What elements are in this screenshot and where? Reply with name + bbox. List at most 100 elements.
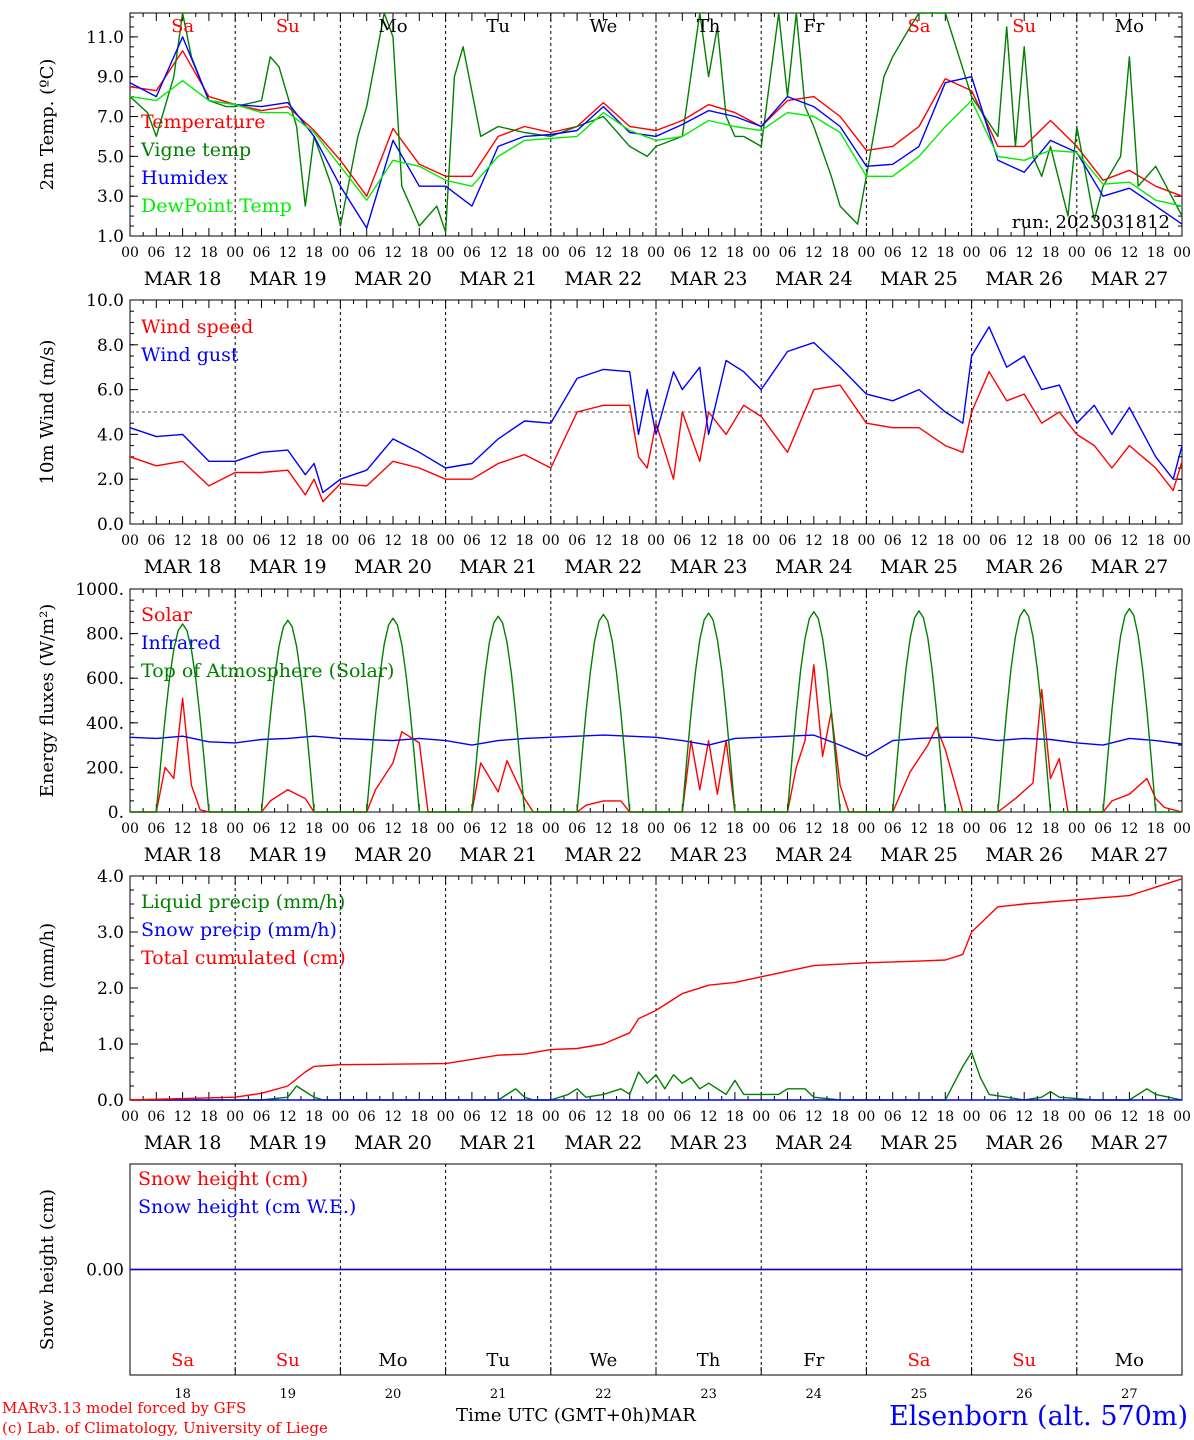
x-hour-label: 18 <box>516 245 534 261</box>
x-hour-label: 06 <box>568 533 586 549</box>
series-line-wind-speed <box>129 371 1183 503</box>
x-hour-label: 06 <box>1094 821 1112 837</box>
series-line-solar <box>130 664 1183 813</box>
weekday-label: Su <box>1012 16 1036 37</box>
x-hour-label: 06 <box>673 245 691 261</box>
x-hour-label: 00 <box>542 1109 560 1125</box>
x-day-label: MAR 19 <box>249 556 327 578</box>
x-hour-label: 18 <box>1147 1109 1165 1125</box>
x-hour-label: 12 <box>1015 533 1033 549</box>
x-hour-label: 06 <box>253 245 271 261</box>
legend-entry: Infrared <box>141 632 221 654</box>
x-hour-label: 12 <box>279 821 297 837</box>
series-line-total-cumulated-cm- <box>129 878 1183 1101</box>
x-hour-label: 06 <box>1094 1109 1112 1125</box>
x-hour-label: 12 <box>489 1109 507 1125</box>
x-hour-label: 06 <box>358 1109 376 1125</box>
x-hour-label: 00 <box>121 1109 139 1125</box>
x-hour-label: 18 <box>726 245 744 261</box>
legend-entry: Solar <box>141 604 193 626</box>
weekday-label: Sa <box>907 16 930 37</box>
x-hour-label: 00 <box>647 821 665 837</box>
panel-1: 1.0 3.0 5.0 7.0 9.0 11.0 2m Temp. (ºC) Temperat… <box>37 12 1191 290</box>
y-tick-label: 0.0 <box>97 1091 124 1111</box>
station-name: Elsenborn (alt. 570m) <box>889 1401 1188 1432</box>
y-tick-label: 9.0 <box>97 68 124 88</box>
x-day-label: MAR 23 <box>670 844 748 866</box>
x-hour-label: 18 <box>726 1109 744 1125</box>
x-hour-label: 00 <box>1068 245 1086 261</box>
legend-entry: Snow height (cm) <box>138 1168 308 1190</box>
x-hour-label: 06 <box>463 821 481 837</box>
weekday-label: Tu <box>486 16 510 37</box>
x-day-label: MAR 18 <box>144 268 222 290</box>
x-hour-label: 06 <box>358 533 376 549</box>
x-hour-label: 12 <box>174 1109 192 1125</box>
y-tick-label: 1000. <box>75 580 124 600</box>
x-day-label: MAR 21 <box>459 556 537 578</box>
x-day-label: MAR 25 <box>880 844 958 866</box>
y-tick-label: 3.0 <box>97 923 124 943</box>
x-hour-label: 06 <box>989 533 1007 549</box>
x-hour-label: 12 <box>910 533 928 549</box>
x-hour-label: 18 <box>936 1109 954 1125</box>
x-hour-label: 18 <box>1042 245 1060 261</box>
x-hour-label: 12 <box>594 245 612 261</box>
x-hour-label: 12 <box>805 245 823 261</box>
x-day-label: MAR 27 <box>1091 1132 1169 1154</box>
x-hour-label: 00 <box>437 245 455 261</box>
x-hour-label: 18 <box>410 533 428 549</box>
x-hour-label: 06 <box>147 533 165 549</box>
x-hour-label: 18 <box>621 533 639 549</box>
x-hour-label: 12 <box>1015 1109 1033 1125</box>
y-tick-label: 1.0 <box>97 1035 124 1055</box>
footer-credit-model: MARv3.13 model forced by GFS <box>2 1399 247 1417</box>
x-day-number: 23 <box>700 1387 717 1402</box>
x-day-label: MAR 22 <box>565 1132 643 1154</box>
plot-frame <box>129 588 1183 813</box>
x-hour-label: 00 <box>647 1109 665 1125</box>
x-hour-label: 18 <box>516 1109 534 1125</box>
x-hour-label: 12 <box>1120 245 1138 261</box>
x-hour-label: 00 <box>963 245 981 261</box>
series-line-vigne-temp <box>129 12 1183 233</box>
x-hour-label: 12 <box>1015 821 1033 837</box>
x-hour-label: 06 <box>147 821 165 837</box>
legend-entry: Vigne temp <box>140 139 251 161</box>
x-hour-label: 18 <box>200 821 218 837</box>
x-hour-label: 12 <box>805 533 823 549</box>
series-line-wind-gust <box>129 326 1183 494</box>
x-hour-label: 18 <box>831 1109 849 1125</box>
x-hour-label: 12 <box>910 245 928 261</box>
legend-entry: Snow height (cm W.E.) <box>138 1196 356 1218</box>
x-hour-label: 06 <box>884 245 902 261</box>
x-hour-label: 06 <box>253 1109 271 1125</box>
x-hour-label: 00 <box>857 245 875 261</box>
run-label: run: 2023031812 <box>1012 212 1170 233</box>
x-hour-label: 00 <box>1173 533 1191 549</box>
x-hour-label: 18 <box>410 245 428 261</box>
x-day-label: MAR 24 <box>775 268 853 290</box>
legend-entry: Temperature <box>141 111 265 133</box>
y-tick-label: 800. <box>86 625 124 645</box>
x-day-label: MAR 22 <box>565 268 643 290</box>
x-hour-label: 18 <box>726 533 744 549</box>
x-hour-label: 18 <box>621 821 639 837</box>
x-hour-label: 18 <box>516 821 534 837</box>
x-hour-label: 00 <box>857 1109 875 1125</box>
x-hour-label: 18 <box>200 1109 218 1125</box>
x-day-number: 26 <box>1016 1387 1033 1402</box>
x-axis-title: Time UTC (GMT+0h)MAR <box>456 1405 696 1426</box>
legend-entry: Humidex <box>141 167 228 189</box>
x-hour-label: 06 <box>884 821 902 837</box>
x-hour-label: 06 <box>989 821 1007 837</box>
x-hour-label: 06 <box>673 533 691 549</box>
x-hour-label: 18 <box>410 1109 428 1125</box>
x-hour-label: 06 <box>253 533 271 549</box>
x-hour-label: 12 <box>910 1109 928 1125</box>
x-hour-label: 00 <box>121 821 139 837</box>
x-hour-label: 06 <box>779 245 797 261</box>
x-hour-label: 18 <box>1147 245 1165 261</box>
x-hour-label: 12 <box>1120 533 1138 549</box>
x-hour-label: 12 <box>700 245 718 261</box>
